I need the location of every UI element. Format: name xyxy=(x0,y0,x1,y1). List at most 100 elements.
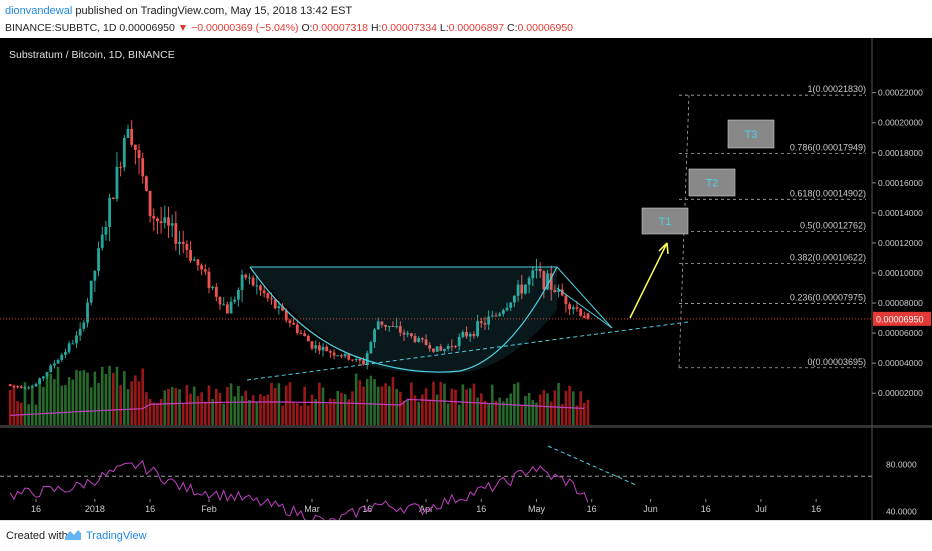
volume-bar xyxy=(428,399,432,425)
volume-bar xyxy=(248,399,251,425)
volume-bar xyxy=(226,386,229,425)
volume-bar xyxy=(557,383,560,425)
time-axis-label: 16 xyxy=(476,504,486,514)
volume-bar xyxy=(237,385,240,425)
volume-bar xyxy=(358,380,362,425)
volume-bar xyxy=(38,379,41,425)
volume-bar xyxy=(583,402,586,425)
tradingview-logo-icon xyxy=(64,527,82,546)
candle-body xyxy=(163,217,167,223)
candle-body xyxy=(586,313,590,319)
candle-body xyxy=(49,365,53,373)
rsi-axis-label: 80.0000 xyxy=(886,460,917,470)
volume-bar xyxy=(167,388,170,425)
volume-bar xyxy=(53,379,56,425)
target-box xyxy=(727,119,775,149)
target-label: T3 xyxy=(745,129,758,141)
volume-bar xyxy=(89,387,93,425)
candle-body xyxy=(468,334,472,337)
candle-body xyxy=(262,290,266,294)
volume-bar xyxy=(126,389,130,425)
candle-body xyxy=(119,166,123,168)
author-link[interactable]: dionvandewal xyxy=(5,5,73,17)
volume-bar xyxy=(347,399,351,425)
volume-bar xyxy=(399,391,402,425)
candle-body xyxy=(233,299,237,302)
candle-body xyxy=(75,335,78,344)
candle-body xyxy=(222,304,226,306)
rsi-pane xyxy=(0,428,932,499)
candle-body xyxy=(207,271,211,289)
candle-body xyxy=(27,387,31,389)
candle-body xyxy=(553,289,557,292)
volume-bar xyxy=(343,394,347,425)
candle-body xyxy=(582,315,586,318)
volume-bar xyxy=(288,382,292,425)
price-axis-label: 0.00004000 xyxy=(878,358,923,368)
time-axis-label: 16 xyxy=(701,504,711,514)
volume-bar xyxy=(86,372,89,425)
candle-body xyxy=(369,342,373,354)
ohlc-line: BINANCE:SUBBTC, 1D 0.00006950 ▼ −0.00000… xyxy=(5,22,573,34)
candle-body xyxy=(137,150,141,159)
volume-bar xyxy=(476,397,479,425)
volume-bar xyxy=(34,404,38,425)
candle-body xyxy=(406,333,410,335)
candle-body xyxy=(30,386,34,388)
candle-body xyxy=(564,295,568,305)
arrowhead-icon xyxy=(658,242,669,255)
candle-body xyxy=(513,295,516,303)
volume-bar xyxy=(148,399,152,425)
volume-bar xyxy=(211,399,214,425)
volume-bar xyxy=(178,389,181,425)
volume-bar xyxy=(56,366,60,425)
volume-bar xyxy=(549,401,553,425)
volume-bar xyxy=(380,386,384,425)
volume-bar xyxy=(100,366,104,425)
publish-header: dionvandewal published on TradingView.co… xyxy=(0,0,932,38)
candle-body xyxy=(178,241,181,244)
candle-body xyxy=(60,354,64,360)
volume-bar xyxy=(23,382,27,425)
candle-body xyxy=(487,316,491,325)
candle-body xyxy=(133,144,137,151)
volume-bar xyxy=(64,385,67,425)
volume-bar xyxy=(568,385,571,425)
volume-bar xyxy=(483,400,487,425)
candle-body xyxy=(170,223,174,226)
fib-level-label: 0.236(0.00007975) xyxy=(790,292,866,302)
volume-bar xyxy=(60,385,64,425)
chart-canvas[interactable]: Substratum / Bitcoin, 1D, BINANCE 0.00022… xyxy=(0,38,932,520)
candle-body xyxy=(196,259,200,266)
candle-body xyxy=(167,217,170,226)
time-axis xyxy=(0,499,932,520)
candle-body xyxy=(376,321,380,330)
candle-body xyxy=(19,386,23,388)
candle-body xyxy=(259,285,262,291)
tradingview-brand[interactable]: TradingView xyxy=(86,530,147,542)
candle-body xyxy=(148,190,152,216)
volume-bar xyxy=(465,389,468,425)
volume-bar xyxy=(196,395,200,425)
candle-body xyxy=(358,358,362,361)
candle-body xyxy=(203,269,207,272)
volume-bar xyxy=(410,382,413,425)
volume-bar xyxy=(16,400,19,425)
candle-body xyxy=(505,307,509,311)
time-axis-label: 16 xyxy=(31,504,41,514)
candle-body xyxy=(321,346,325,351)
volume-bar xyxy=(502,401,505,425)
volume-bar xyxy=(376,386,380,425)
pane-divider xyxy=(0,425,932,428)
volume-bar xyxy=(369,375,373,425)
candle-body xyxy=(413,336,417,342)
down-triangle-icon: ▼ xyxy=(177,22,189,34)
candle-body xyxy=(292,323,295,325)
created-with-text: Created with xyxy=(6,530,68,542)
candle-body xyxy=(145,176,148,191)
candle-body xyxy=(520,284,524,294)
candle-body xyxy=(141,158,145,177)
volume-bar xyxy=(229,383,233,425)
volume-bar xyxy=(314,399,317,425)
candle-body xyxy=(244,274,248,278)
